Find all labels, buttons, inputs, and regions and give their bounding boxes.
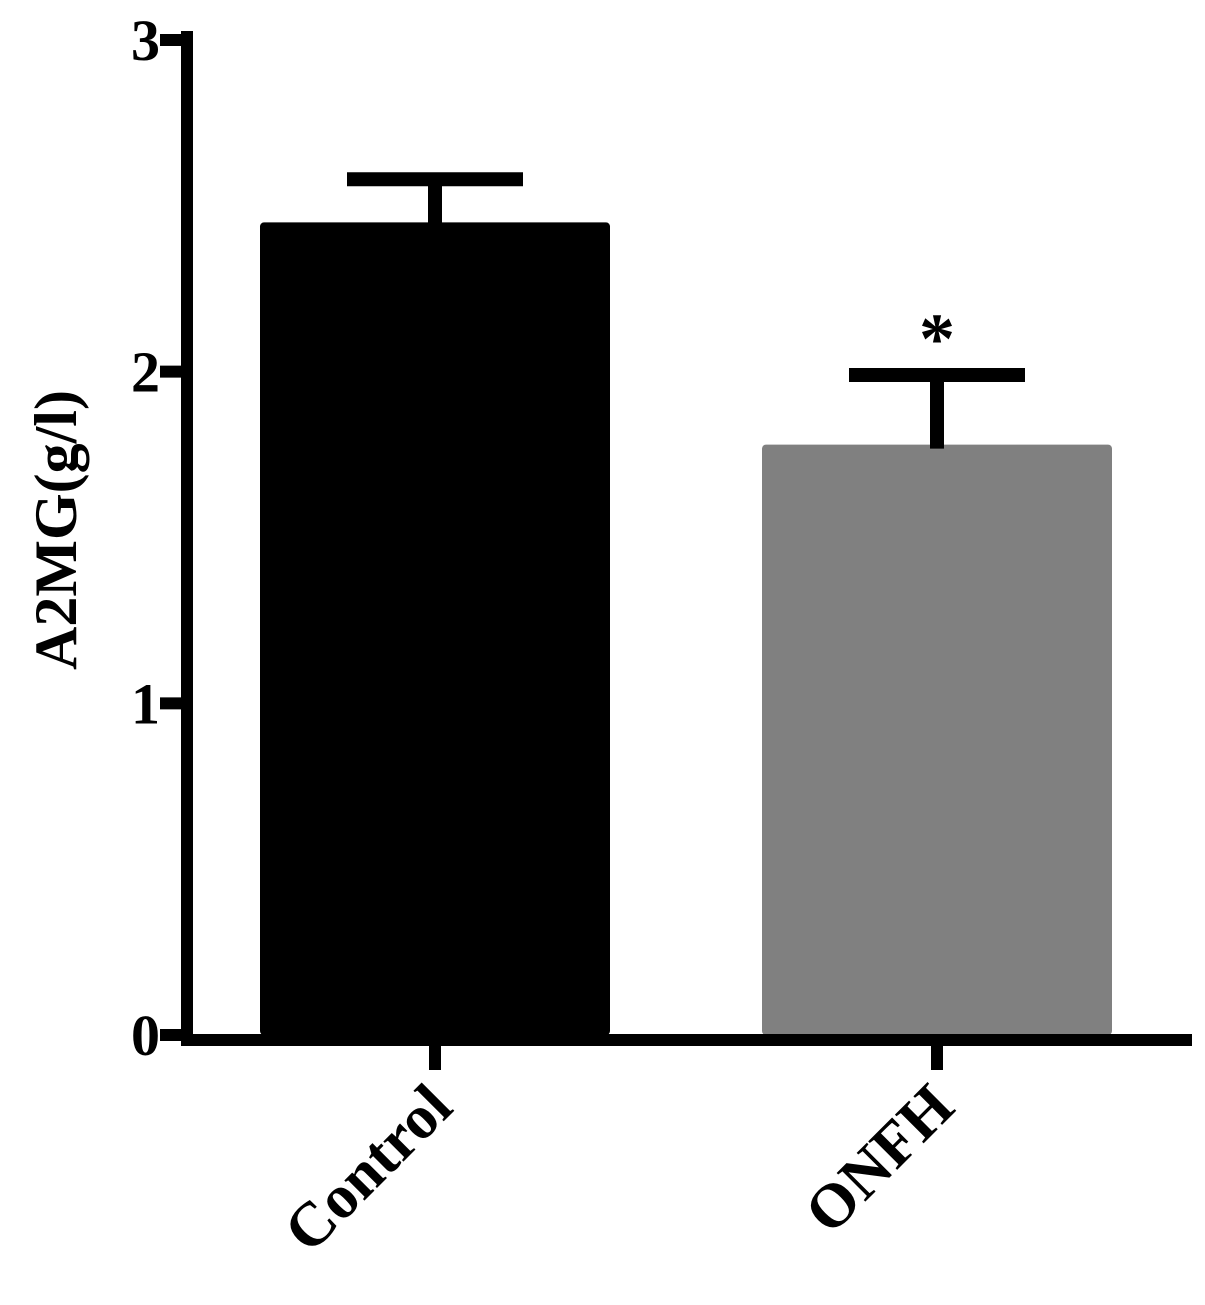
- significance-marker: *: [919, 299, 955, 379]
- y-tick-label: 3: [131, 8, 160, 73]
- y-tick-label: 1: [131, 671, 160, 736]
- bar-onfh: [762, 444, 1112, 1036]
- y-tick-label: 2: [131, 340, 160, 405]
- y-axis-title: A2MG(g/l): [23, 390, 89, 670]
- y-tick-label: 0: [131, 1003, 160, 1068]
- x-tick-label-control: Control: [271, 1072, 464, 1265]
- x-ticks-layer: Control ONFH: [271, 1040, 967, 1265]
- x-tick-label-onfh: ONFH: [792, 1072, 967, 1247]
- y-ticks-layer: 0 1 2 3: [131, 8, 187, 1068]
- error-bars-layer: *: [347, 172, 1025, 449]
- bar-control: [260, 222, 610, 1035]
- bars-layer: [260, 222, 1112, 1036]
